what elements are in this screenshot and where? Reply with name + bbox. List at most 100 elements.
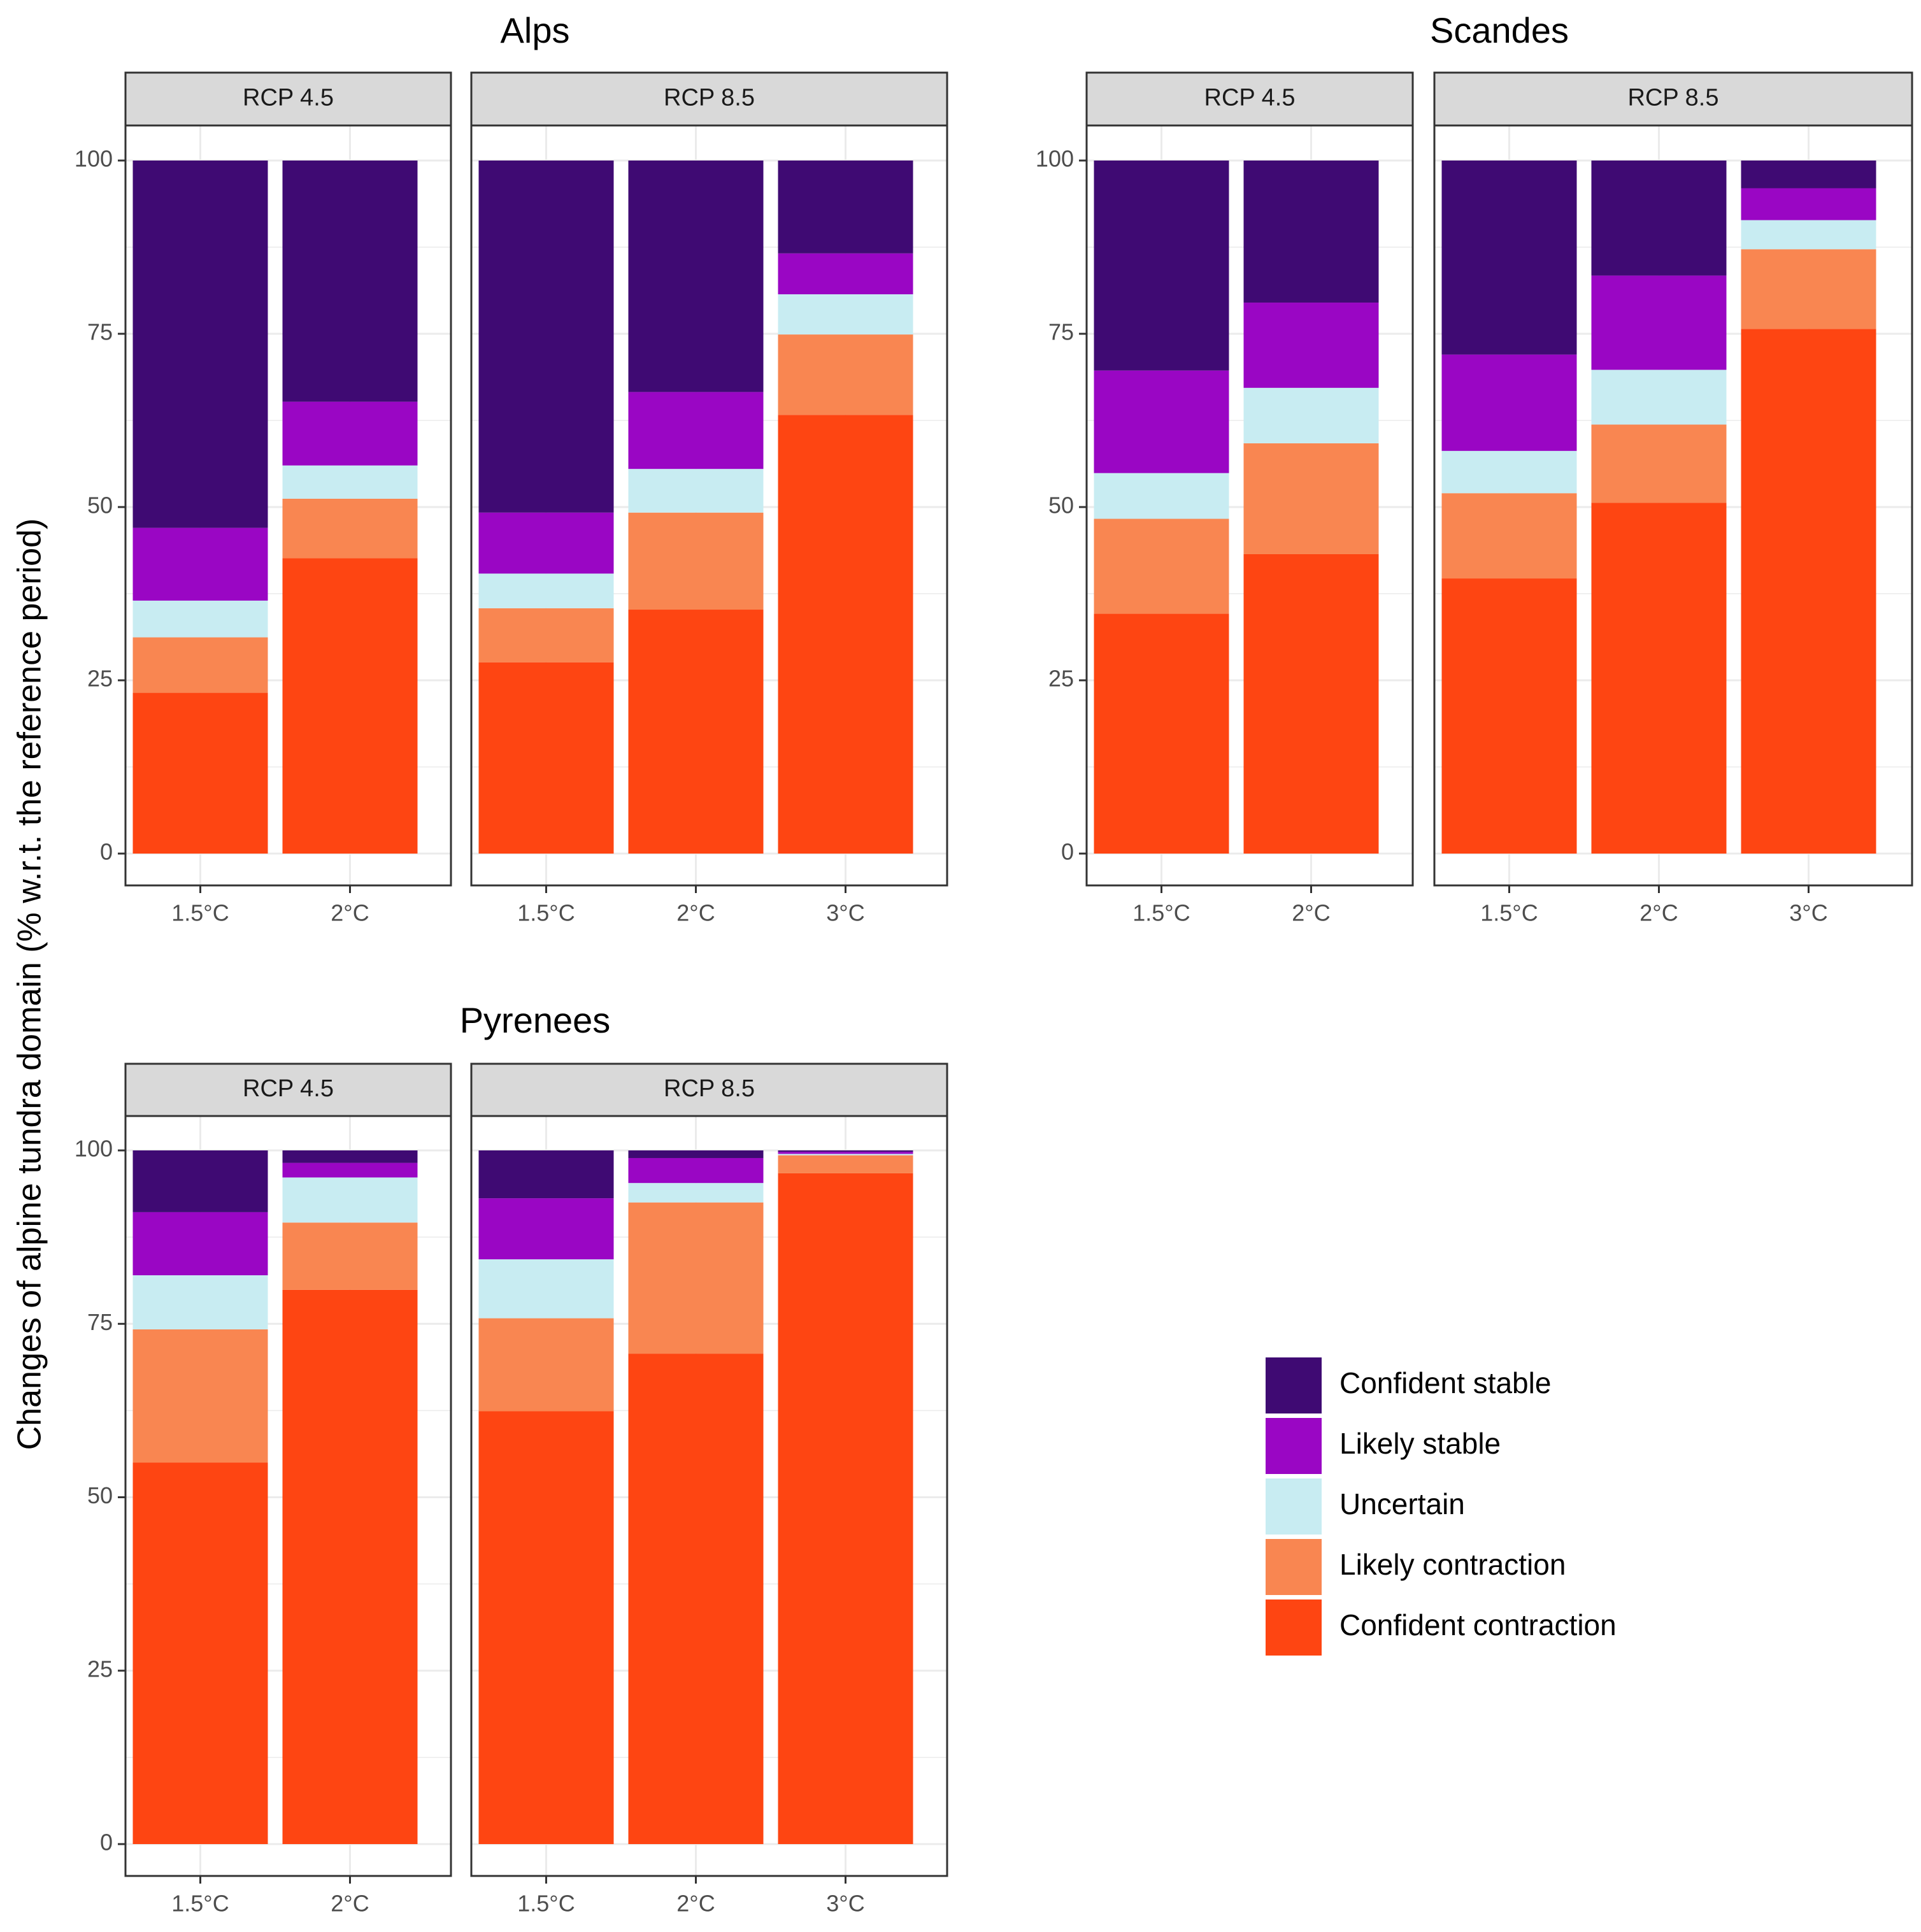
legend-key-uncertain bbox=[1266, 1478, 1322, 1535]
region-pyrenees: Pyrenees RCP 4.5 1.5°C 2°C 0 25 50 75 100 RCP 8.5… bbox=[75, 1000, 948, 1917]
legend-label: Likely contraction bbox=[1339, 1548, 1566, 1581]
bar-segment-confident-contraction bbox=[132, 692, 268, 854]
bar-pyrenees-rcp-4-5-2c bbox=[282, 1150, 418, 1844]
bar-segment-uncertain bbox=[282, 1177, 418, 1223]
bar-segment-confident-stable bbox=[282, 1150, 418, 1163]
bar-segment-confident-contraction bbox=[778, 415, 913, 854]
bar-segment-likely-contraction bbox=[778, 334, 913, 415]
bar-segment-likely-stable bbox=[1094, 370, 1229, 473]
y-tick-label: 50 bbox=[87, 1482, 113, 1508]
bar-segment-uncertain bbox=[778, 294, 913, 335]
bar-segment-confident-contraction bbox=[1591, 503, 1727, 854]
bar-segment-confident-stable bbox=[1094, 161, 1229, 371]
bar-segment-uncertain bbox=[628, 469, 764, 513]
x-tick-label: 1.5°C bbox=[171, 900, 229, 926]
bar-segment-confident-contraction bbox=[628, 610, 764, 854]
legend-label: Uncertain bbox=[1339, 1487, 1465, 1521]
bar-segment-likely-contraction bbox=[1591, 424, 1727, 503]
bar-segment-confident-stable bbox=[1741, 161, 1876, 189]
bar-segment-confident-contraction bbox=[1741, 329, 1876, 854]
legend-key-confident-stable bbox=[1266, 1357, 1322, 1413]
y-tick-label: 25 bbox=[87, 666, 113, 692]
bar-segment-confident-stable bbox=[1591, 161, 1727, 276]
facet-strip-label: RCP 4.5 bbox=[243, 1075, 334, 1102]
region-title: Alps bbox=[501, 10, 570, 50]
bar-pyrenees-rcp-8-5-1-5c bbox=[478, 1150, 614, 1844]
y-tick-label: 25 bbox=[87, 1656, 113, 1682]
legend-key-confident-contraction bbox=[1266, 1599, 1322, 1656]
legend-item-uncertain: Uncertain bbox=[1266, 1478, 1465, 1535]
panel-alps-rcp-8-5: RCP 8.5 1.5°C 2°C 3°C bbox=[470, 71, 948, 926]
bar-segment-likely-contraction bbox=[478, 608, 614, 662]
bar-segment-uncertain bbox=[778, 1154, 913, 1156]
bar-pyrenees-rcp-8-5-2c bbox=[628, 1150, 764, 1844]
facet-strip-label: RCP 8.5 bbox=[664, 85, 755, 111]
x-tick-label: 1.5°C bbox=[171, 1891, 229, 1917]
bar-segment-likely-stable bbox=[478, 512, 614, 574]
bar-segment-likely-stable bbox=[778, 253, 913, 294]
bar-alps-rcp-4-5-1-5c bbox=[132, 161, 268, 854]
bar-segment-likely-stable bbox=[1243, 303, 1379, 388]
bar-segment-likely-contraction bbox=[282, 498, 418, 559]
bar-segment-uncertain bbox=[282, 465, 418, 499]
y-tick-label: 75 bbox=[1048, 319, 1074, 345]
bar-segment-confident-stable bbox=[1243, 161, 1379, 303]
bar-segment-uncertain bbox=[1243, 387, 1379, 443]
bar-segment-confident-stable bbox=[478, 1150, 614, 1199]
bar-segment-likely-contraction bbox=[778, 1155, 913, 1173]
facet-strip-label: RCP 4.5 bbox=[1204, 85, 1296, 111]
bar-segment-likely-contraction bbox=[132, 637, 268, 693]
facet-strip bbox=[1433, 71, 1913, 127]
y-tick-label: 50 bbox=[1048, 492, 1074, 519]
bar-segment-confident-contraction bbox=[778, 1173, 913, 1844]
facet-strip-label: RCP 8.5 bbox=[1628, 85, 1719, 111]
bar-segment-likely-stable bbox=[778, 1152, 913, 1154]
x-tick-label: 2°C bbox=[1639, 900, 1678, 926]
legend-key-likely-contraction bbox=[1266, 1539, 1322, 1595]
bar-segment-confident-stable bbox=[132, 161, 268, 528]
y-tick-label: 50 bbox=[87, 492, 113, 519]
legend-item-confident-stable: Confident stable bbox=[1266, 1357, 1551, 1413]
y-tick-label: 75 bbox=[87, 319, 113, 345]
facet-strip bbox=[124, 71, 452, 127]
bar-segment-likely-stable bbox=[1591, 275, 1727, 370]
bar-segment-uncertain bbox=[1441, 450, 1577, 494]
bar-segment-uncertain bbox=[132, 1275, 268, 1329]
bar-segment-confident-stable bbox=[778, 161, 913, 254]
bar-alps-rcp-8-5-2c bbox=[628, 161, 764, 854]
bar-segment-uncertain bbox=[1591, 369, 1727, 425]
panel-pyrenees-rcp-4-5: RCP 4.5 1.5°C 2°C 0 25 50 75 100 bbox=[75, 1063, 452, 1917]
legend-label: Confident stable bbox=[1339, 1366, 1551, 1399]
bar-segment-likely-stable bbox=[1741, 188, 1876, 220]
x-tick-label: 2°C bbox=[676, 1891, 715, 1917]
legend-item-likely-contraction: Likely contraction bbox=[1266, 1539, 1566, 1595]
panel-pyrenees-rcp-8-5: RCP 8.5 1.5°C 2°C 3°C bbox=[470, 1063, 948, 1917]
bar-segment-confident-contraction bbox=[478, 662, 614, 854]
facet-strip-label: RCP 8.5 bbox=[664, 1075, 755, 1102]
bar-segment-likely-stable bbox=[132, 1212, 268, 1276]
x-tick-label: 2°C bbox=[331, 900, 369, 926]
bar-segment-confident-contraction bbox=[1094, 613, 1229, 854]
bar-segment-confident-contraction bbox=[628, 1354, 764, 1844]
bar-scandes-rcp-8-5-3c bbox=[1741, 161, 1876, 854]
bar-pyrenees-rcp-4-5-1-5c bbox=[132, 1150, 268, 1844]
bar-segment-uncertain bbox=[478, 573, 614, 608]
bar-alps-rcp-4-5-2c bbox=[282, 161, 418, 854]
bar-scandes-rcp-4-5-2c bbox=[1243, 161, 1379, 854]
bar-segment-likely-stable bbox=[628, 1157, 764, 1184]
bar-scandes-rcp-8-5-1-5c bbox=[1441, 161, 1577, 854]
bar-alps-rcp-8-5-3c bbox=[778, 161, 913, 854]
x-tick-label: 3°C bbox=[826, 1891, 864, 1917]
x-tick-label: 3°C bbox=[1789, 900, 1827, 926]
bar-segment-confident-contraction bbox=[132, 1463, 268, 1844]
legend-label: Likely stable bbox=[1339, 1427, 1501, 1460]
bar-scandes-rcp-4-5-1-5c bbox=[1094, 161, 1229, 854]
y-tick-label: 75 bbox=[87, 1309, 113, 1335]
bar-segment-likely-contraction bbox=[132, 1329, 268, 1463]
facet-strip bbox=[124, 1063, 452, 1117]
x-tick-label: 1.5°C bbox=[1132, 900, 1190, 926]
bar-segment-likely-contraction bbox=[478, 1318, 614, 1412]
bar-alps-rcp-8-5-1-5c bbox=[478, 161, 614, 854]
x-tick-label: 3°C bbox=[826, 900, 864, 926]
